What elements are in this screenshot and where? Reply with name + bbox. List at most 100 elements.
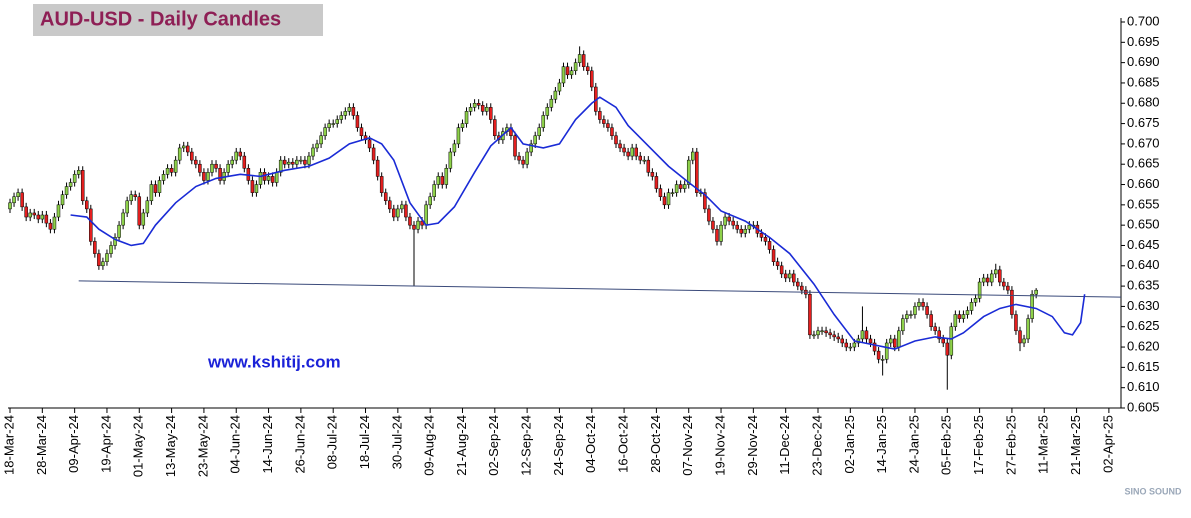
candle-body <box>12 196 16 204</box>
x-tick-label: 11-Dec-24 <box>777 415 792 475</box>
candle-body <box>452 143 457 153</box>
candle-body <box>614 135 618 145</box>
candle-body <box>933 326 937 332</box>
candle-body <box>703 192 707 210</box>
candle-body <box>295 159 299 165</box>
candle-body <box>1022 338 1026 344</box>
candle-body <box>897 330 901 348</box>
candle-body <box>977 281 982 299</box>
candle-body <box>8 202 12 210</box>
annotation: www.kshitij.com <box>207 352 341 371</box>
candle-body <box>650 172 655 177</box>
y-tick-label: 0.665 <box>1127 156 1160 171</box>
y-tick-label: 0.615 <box>1127 359 1160 374</box>
candle-body <box>97 253 101 267</box>
candle-body <box>311 147 315 157</box>
candle-body <box>848 346 853 349</box>
candle-body <box>925 306 929 315</box>
candle-body <box>917 302 921 307</box>
candle-body <box>190 151 194 161</box>
candle-body <box>359 127 364 137</box>
candle-body <box>133 194 137 197</box>
candle-body <box>606 123 610 128</box>
candle-body <box>836 336 840 340</box>
y-tick-label: 0.650 <box>1127 217 1160 232</box>
candle-body <box>400 204 404 210</box>
candle-body <box>476 103 481 106</box>
candle-body <box>109 245 113 254</box>
candle-body <box>165 168 170 175</box>
candle-body <box>64 186 69 195</box>
y-tick-label: 0.660 <box>1127 176 1160 191</box>
candle-body <box>844 342 849 348</box>
candle-body <box>957 314 962 319</box>
candle-body <box>985 277 990 283</box>
candle-body <box>622 147 626 153</box>
candle-body <box>727 216 731 222</box>
candle-body <box>767 241 772 250</box>
candle-body <box>287 161 291 165</box>
candle-body <box>141 212 146 226</box>
candle-body <box>618 143 622 149</box>
y-tick-label: 0.620 <box>1127 338 1160 353</box>
candle-body <box>303 159 307 165</box>
candle-body <box>969 302 974 311</box>
candle-body <box>60 194 65 206</box>
candle-body <box>533 135 537 145</box>
candle-body <box>739 228 743 234</box>
x-tick-label: 04-Jun-24 <box>228 415 243 474</box>
candle-body <box>945 342 950 356</box>
candle-body <box>52 216 57 230</box>
candle-body <box>989 273 994 283</box>
candle-body <box>72 174 77 183</box>
candle-body <box>408 216 412 226</box>
candle-body <box>444 168 449 185</box>
candle-body <box>852 342 857 348</box>
candle-body <box>266 176 271 181</box>
candle-body <box>76 170 81 175</box>
candle-body <box>638 155 642 161</box>
candle-body <box>315 143 319 149</box>
candle-body <box>181 145 186 149</box>
candle-body <box>884 342 889 360</box>
x-tick-label: 02-Jan-25 <box>842 415 857 474</box>
title-box <box>33 4 323 36</box>
candle-body <box>965 310 970 315</box>
x-tick-label: 05-Feb-25 <box>939 415 954 475</box>
candle-body <box>282 159 287 165</box>
candle-body <box>775 261 780 267</box>
candle-body <box>949 326 954 356</box>
candle-body <box>893 338 897 348</box>
candle-body <box>521 159 525 165</box>
candle-body <box>420 220 424 226</box>
candle-body <box>731 220 735 226</box>
candle-body <box>828 332 832 336</box>
candle-body <box>68 182 73 187</box>
candle-body <box>250 180 255 193</box>
candle-body <box>682 184 687 189</box>
candle-body <box>715 228 719 242</box>
candle-body <box>383 192 388 202</box>
candle-body <box>234 151 238 161</box>
candle-body <box>456 127 461 145</box>
candle-body <box>186 145 190 153</box>
candle-body <box>149 184 154 202</box>
candle-body <box>202 172 206 181</box>
candle-body <box>1010 289 1014 315</box>
candle-body <box>24 206 28 218</box>
candle-body <box>416 220 420 230</box>
candle-body <box>85 200 89 210</box>
candle-body <box>40 214 45 220</box>
candle-body <box>230 159 234 165</box>
candle-body <box>1014 314 1018 332</box>
candle-body <box>194 159 198 165</box>
candle-body <box>909 314 913 316</box>
candle-body <box>876 350 881 360</box>
y-tick-label: 0.685 <box>1127 74 1160 89</box>
candle-body <box>998 269 1002 283</box>
candle-body <box>553 90 558 100</box>
y-tick-label: 0.655 <box>1127 196 1160 211</box>
candle-body <box>274 172 279 183</box>
x-tick-label: 28-Oct-24 <box>648 415 663 473</box>
candle-body <box>808 293 812 336</box>
